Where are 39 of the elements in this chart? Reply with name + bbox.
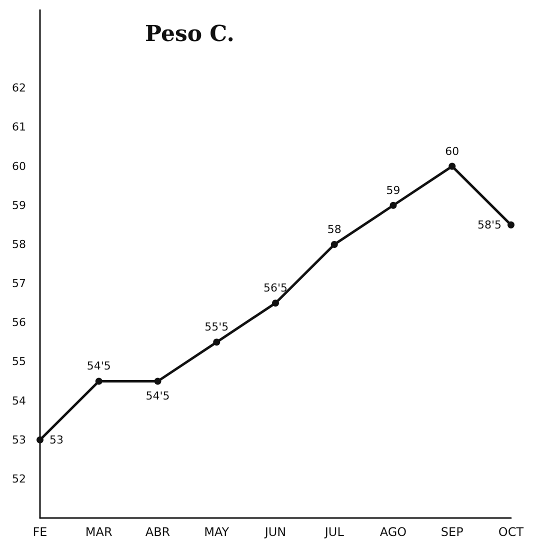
point <box>95 378 102 385</box>
data-label: 59 <box>386 184 400 197</box>
x-tick-label: JUL <box>324 525 344 539</box>
point <box>330 240 338 248</box>
data-label: 58 <box>327 222 342 236</box>
y-tick-label: 56 <box>12 316 26 330</box>
point <box>390 202 397 209</box>
data-label: 58'5 <box>477 218 502 232</box>
y-tick-label: 57 <box>12 277 26 290</box>
y-tick-label: 53 <box>12 433 26 446</box>
point <box>448 162 456 170</box>
point <box>213 338 220 346</box>
y-tick-label: 62 <box>12 82 26 95</box>
y-tick-label: 61 <box>12 120 26 134</box>
y-tick-label: 54 <box>12 394 26 408</box>
x-tick-label: JUN <box>264 525 286 539</box>
y-tick-label: 52 <box>12 472 26 486</box>
text: Peso C. <box>145 21 234 47</box>
y-tick-label: 58 <box>12 238 26 251</box>
x-tick-label: MAR <box>85 525 112 539</box>
data-label: 54'5 <box>146 390 170 403</box>
data-label: 55'5 <box>204 320 229 334</box>
x-tick-label: SEP <box>440 525 464 539</box>
point <box>154 378 162 385</box>
y-tick-label: 55 <box>12 355 26 368</box>
data-label: 60 <box>445 144 460 158</box>
y-tick-label: 59 <box>12 198 26 212</box>
x-tick-label: ABR <box>145 525 170 539</box>
point <box>36 436 44 444</box>
x-tick-label: OCT <box>498 525 524 539</box>
data-label: 53 <box>50 433 64 446</box>
x-tick-label: AGO <box>380 525 407 539</box>
x-tick-label: MAY <box>204 525 230 539</box>
x-tick-label: FE <box>32 525 48 539</box>
data-label: 54'5 <box>86 360 111 373</box>
point <box>272 300 279 307</box>
point <box>508 221 514 228</box>
data-label: 56'5 <box>263 282 288 295</box>
y-tick-label: 60 <box>12 160 26 173</box>
